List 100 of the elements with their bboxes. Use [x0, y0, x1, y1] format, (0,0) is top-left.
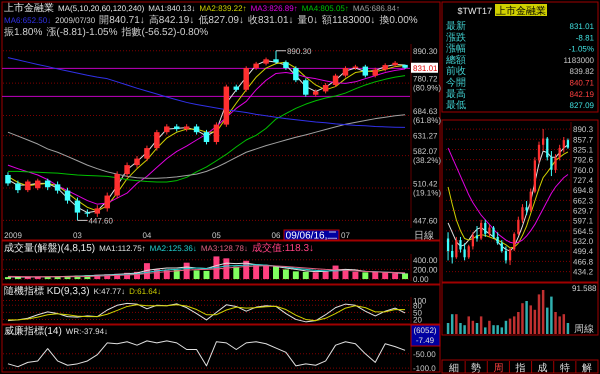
y-tick-label: 20: [413, 315, 422, 324]
bar: [392, 273, 398, 280]
y-tick-label: -50.00: [413, 350, 436, 359]
y-tick-label: 760.0: [573, 166, 594, 175]
y-tick-label: 727.4: [573, 176, 594, 185]
text: 指數(-56.52)-0.80%: [120, 26, 208, 38]
x-tick-label: 05: [212, 231, 222, 240]
text: MA1:112.75↑: [99, 244, 146, 253]
bar: [480, 316, 482, 334]
bar: [488, 320, 491, 334]
bar: [233, 266, 240, 280]
chart-title: 威廉指標(14): [4, 325, 62, 337]
bar: [312, 272, 319, 280]
text: 開840.71↓: [99, 15, 145, 26]
bar: [467, 316, 470, 334]
bar: [542, 290, 544, 334]
text: -1.05%: [568, 44, 594, 54]
text: 839.82: [570, 67, 595, 76]
text: 1183000: [563, 56, 595, 65]
y-tick-label: 825.1: [573, 145, 594, 154]
x-tick-label: 06: [272, 231, 281, 240]
text: 量0↓: [298, 15, 318, 26]
category-label: 總額: [445, 54, 466, 66]
x-tick-label: 03: [73, 231, 82, 240]
category-label: 最新: [446, 20, 466, 32]
text: 842.19: [570, 90, 595, 99]
y-tick-label: 890.30: [413, 46, 438, 56]
y-tick-label: 792.6: [573, 156, 594, 165]
text: 振1.80%: [4, 26, 42, 38]
bar: [204, 270, 210, 280]
series-label: D:61.64↓: [129, 287, 162, 296]
y-tick-label: 890.3: [573, 125, 594, 134]
bar: [362, 272, 368, 280]
bar: [529, 305, 532, 334]
bar: [558, 316, 561, 334]
text: 91.588: [572, 284, 598, 293]
bar: [504, 320, 508, 334]
category-label: 指: [514, 362, 526, 374]
series-label: K:47.77↓: [94, 287, 126, 296]
bar: [525, 301, 528, 334]
bar: [484, 327, 487, 334]
bar: [554, 312, 557, 334]
y-tick-label: 499.4: [573, 247, 594, 256]
text: 收831.01↓: [248, 15, 294, 26]
x-tick-label: 04: [142, 231, 152, 240]
bar: [455, 314, 458, 334]
y-tick-label: 631.27: [413, 132, 438, 141]
bar: [534, 310, 536, 334]
bar: [472, 320, 474, 334]
text: 周線: [574, 324, 594, 335]
series-label: WR:-37.94↓: [66, 327, 108, 336]
bar: [450, 314, 454, 334]
y-tick-label: 466.8: [573, 257, 594, 266]
annotation: 890.30: [286, 46, 312, 56]
category-label: 細: [448, 363, 460, 374]
bar: [562, 314, 566, 334]
category-label: 前收: [446, 65, 466, 78]
category-label: 漲幅: [446, 42, 466, 55]
text: MA5:686.84↑: [352, 4, 400, 13]
category-label: 今開: [446, 76, 466, 88]
text: 低827.09↓: [198, 15, 244, 26]
text: 高842.19↓: [148, 14, 194, 26]
y-tick-label: 857.7: [573, 135, 594, 144]
text: (6052): [413, 326, 437, 335]
category-label: 勢: [471, 362, 482, 374]
bar: [521, 303, 524, 334]
text: MA3:826.89↑: [250, 4, 298, 13]
bar: [253, 265, 260, 280]
y-tick-label: 564.5: [573, 226, 594, 236]
text: 09/06/16,二: [286, 230, 338, 242]
y-tick-label: 0.00: [413, 275, 430, 284]
chart-title: 上市金融業: [4, 2, 54, 14]
text: MA4:805.05↑: [302, 4, 349, 13]
chart-title: 成交量(解盤)(4,8,15): [4, 242, 96, 254]
category-label: 最低: [446, 100, 466, 112]
text: 2009/07/30: [55, 16, 96, 25]
x-tick-label: 07: [341, 231, 350, 240]
y-tick-label: 662.3: [573, 196, 594, 206]
text: 換0.00%: [379, 14, 418, 26]
text: 827.09: [570, 101, 595, 110]
y-tick-label: 447.60: [413, 216, 438, 226]
y-tick-label: 597.1: [573, 216, 594, 226]
bar: [566, 323, 570, 334]
text: 日線: [414, 230, 434, 242]
bar: [352, 272, 358, 280]
bar: [382, 272, 388, 280]
bar: [550, 296, 553, 334]
text: 漲(-8.81)-1.05%: [46, 26, 118, 38]
category-label: 最高: [446, 88, 466, 100]
bar: [194, 270, 200, 280]
legend-title: MA(5,10,20,60,120,240): [58, 4, 145, 13]
text: -8.81: [576, 33, 595, 42]
category-label: 漲跌: [446, 31, 466, 44]
y-tick-label: 629.7: [573, 206, 594, 216]
category-label: 特: [560, 362, 570, 374]
bar: [292, 271, 299, 280]
x-tick-label: 2009: [4, 231, 22, 240]
y-tick-label: 694.8: [573, 186, 594, 196]
text: $TWT17: [457, 6, 492, 16]
bar: [282, 269, 289, 280]
